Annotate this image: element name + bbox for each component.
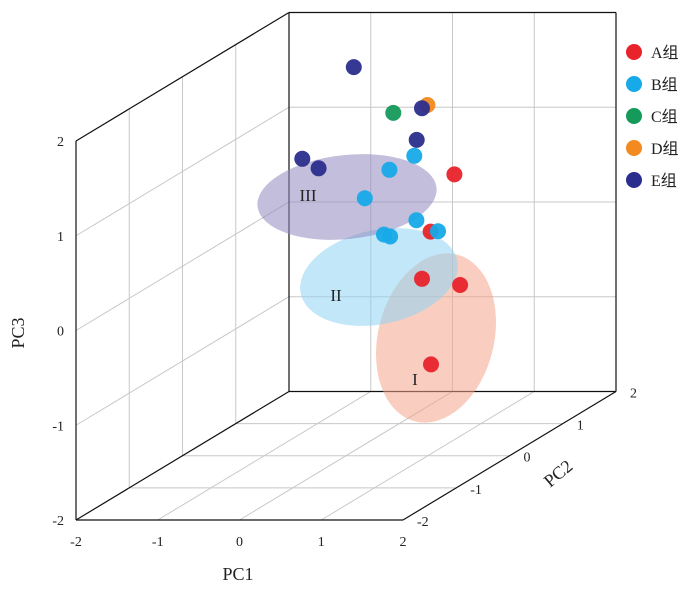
x-tick-label: -1 — [152, 535, 164, 550]
tick-labels: -2 -1 0 1 2 -2 -1 0 1 2 -2 -1 0 1 2 — [52, 135, 637, 550]
z-tick-label: 0 — [57, 325, 64, 340]
frame-edge — [402, 390, 617, 521]
data-point — [385, 104, 402, 121]
z-tick-label: 1 — [57, 230, 64, 245]
legend-label: D组 — [651, 140, 679, 158]
cluster-label-i: I — [412, 370, 418, 389]
legend-marker — [626, 140, 642, 156]
legend-label: C组 — [651, 108, 678, 126]
data-point — [310, 160, 327, 177]
data-point — [408, 131, 425, 148]
z-tick-label: -2 — [52, 514, 64, 529]
data-point — [294, 150, 311, 167]
grid-line — [320, 391, 535, 521]
x-tick-label: 2 — [400, 535, 407, 550]
data-point — [430, 223, 446, 240]
legend-marker — [626, 76, 642, 92]
y-tick-label: 1 — [577, 419, 584, 434]
data-point — [381, 161, 398, 178]
grid-line — [75, 201, 290, 331]
data-point — [414, 100, 430, 117]
legend-marker — [626, 172, 642, 188]
grid-line — [75, 106, 290, 237]
z-tick-label: 2 — [57, 135, 64, 150]
data-points — [294, 59, 469, 373]
data-point — [356, 190, 373, 207]
legend-label: A组 — [651, 44, 679, 62]
y-tick-label: -1 — [470, 483, 482, 498]
data-point — [414, 270, 430, 287]
axes-frame — [75, 11, 617, 521]
data-point — [345, 59, 362, 76]
data-point — [406, 147, 423, 164]
data-point — [376, 226, 392, 243]
z-tick-label: -1 — [52, 419, 64, 434]
x-tick-label: 0 — [236, 535, 243, 550]
legend-marker — [626, 108, 642, 124]
legend-marker — [626, 44, 642, 60]
data-point — [452, 277, 469, 293]
cluster-label-ii: II — [330, 286, 342, 305]
x-tick-label: 1 — [318, 535, 325, 550]
y-tick-label: 0 — [524, 451, 531, 466]
data-point — [408, 212, 425, 229]
data-point — [423, 356, 439, 373]
y-tick-label: 2 — [630, 386, 637, 401]
legend-label: E组 — [651, 172, 677, 190]
y-tick-label: -2 — [417, 515, 429, 530]
frame-edge — [75, 11, 290, 142]
cluster-ellipse-ii — [300, 228, 458, 326]
legend-label: B组 — [651, 76, 678, 94]
z-axis-label: PC3 — [8, 317, 28, 348]
data-point — [446, 166, 463, 183]
legend: A组 B组 C组 D组 E组 — [626, 44, 679, 190]
y-axis-label: PC2 — [540, 456, 577, 491]
cluster-label-iii: III — [300, 186, 317, 205]
frame-edge — [75, 390, 290, 521]
x-axis-label: PC1 — [222, 564, 253, 584]
x-tick-label: -2 — [70, 535, 82, 550]
